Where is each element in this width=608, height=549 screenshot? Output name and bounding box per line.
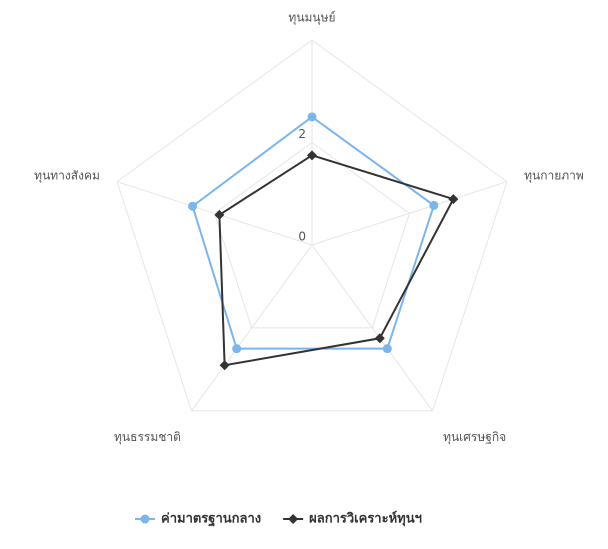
y-tick-label: 2	[298, 127, 306, 141]
axis-line	[311, 181, 508, 246]
category-label: ทุนกายภาพ	[524, 169, 584, 184]
grid-ring	[116, 39, 508, 412]
series-line	[218, 154, 455, 367]
point	[307, 112, 317, 122]
legend-label: ผลการวิเคราะห์ทุนฯ	[309, 511, 422, 527]
axis-line	[311, 244, 433, 412]
series-line	[191, 115, 436, 350]
category-label: ทุนมนุษย์	[288, 11, 335, 26]
axis-line	[116, 181, 313, 246]
legend-marker	[288, 514, 299, 524]
grid-ring	[213, 141, 411, 329]
legend-marker	[140, 514, 150, 524]
legend: ค่ามาตรฐานกลาง ผลการวิเคราะห์ทุนฯ	[135, 511, 422, 528]
y-tick-label: 0	[298, 230, 306, 244]
axis-line	[191, 244, 313, 412]
category-label: ทุนธรรมชาติ	[114, 430, 181, 445]
point	[219, 360, 230, 371]
point	[188, 201, 198, 211]
point	[382, 344, 392, 354]
point	[307, 150, 317, 161]
legend-label: ค่ามาตรฐานกลาง	[161, 512, 261, 528]
point	[429, 200, 439, 210]
point	[214, 209, 225, 220]
point	[232, 344, 242, 354]
point	[374, 333, 385, 344]
category-label: ทุนเศรษฐกิจ	[443, 430, 506, 445]
point	[448, 194, 459, 205]
category-label: ทุนทางสังคม	[34, 169, 100, 184]
